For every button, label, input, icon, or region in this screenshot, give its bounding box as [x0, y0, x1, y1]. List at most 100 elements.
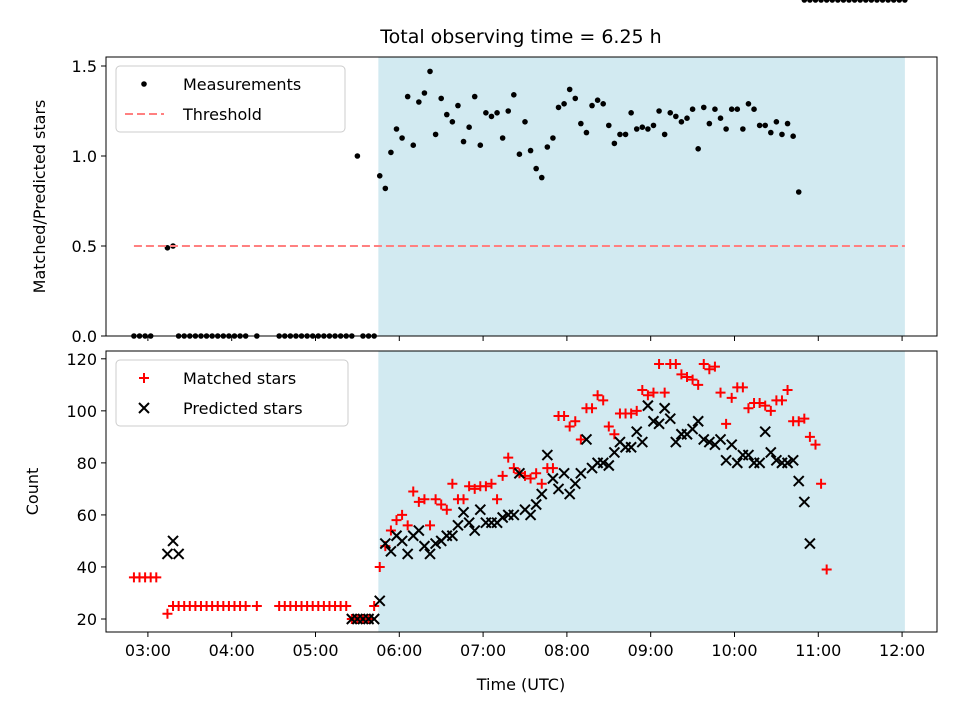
measurement-point [600, 101, 607, 107]
measurement-point [712, 106, 718, 112]
predicted-point [452, 519, 464, 532]
matched-point [659, 387, 670, 398]
predicted-point [625, 441, 637, 453]
measurement-point [723, 126, 729, 132]
measurement-point [622, 131, 629, 138]
predicted-point [536, 488, 548, 500]
measurement-point [673, 113, 679, 120]
x-tick-label: 12:00 [879, 641, 925, 660]
predicted-point [597, 457, 609, 469]
predicted-point [642, 399, 654, 412]
matched-point [687, 374, 698, 385]
predicted-point [636, 436, 649, 448]
predicted-point [172, 548, 185, 560]
predicted-point [670, 436, 682, 448]
measurement-point [449, 119, 456, 125]
predicted-point [418, 540, 431, 552]
measurement-point [650, 122, 657, 129]
measurement-point [801, 0, 808, 3]
matched-point [603, 421, 614, 432]
matched-point [486, 478, 497, 489]
measurement-point [868, 0, 875, 3]
measurement-point [784, 120, 791, 127]
matched-point [754, 398, 765, 409]
predicted-point [725, 438, 738, 451]
legend [115, 359, 349, 427]
measurement-point [416, 99, 422, 105]
predicted-point [781, 457, 794, 469]
predicted-point [524, 509, 537, 521]
measurement-point [589, 102, 595, 109]
predicted-point [552, 483, 565, 495]
matched-point [693, 379, 704, 390]
predicted-point [765, 446, 777, 459]
measurement-point [695, 146, 701, 152]
measurement-point [700, 104, 707, 111]
matched-point [492, 494, 503, 505]
predicted-point [703, 436, 716, 448]
predicted-point [798, 496, 811, 508]
matched-point [765, 405, 776, 416]
matched-point [436, 499, 447, 510]
measurement-point [851, 0, 858, 3]
measurement-point [410, 142, 417, 148]
y-tick-label: 80 [77, 454, 97, 473]
y-tick-label: 0.5 [72, 237, 97, 256]
matched-point [721, 418, 732, 429]
measurement-point [421, 90, 428, 96]
measurement-point [455, 102, 461, 109]
predicted-point [401, 548, 414, 560]
panel-top-ratio: 0.0 0.5 1.0 1.5 Matched/Predicted stars Measu… [30, 0, 938, 346]
measurement-point [164, 245, 171, 251]
predicted-point [603, 459, 615, 472]
measurement-point [885, 0, 891, 3]
matched-point [642, 390, 653, 401]
matched-point [402, 520, 413, 531]
predicted-point [653, 418, 665, 430]
measurement-point [879, 0, 886, 3]
y-tick-label: 1.0 [72, 147, 97, 166]
measurement-point [762, 122, 769, 129]
predicted-point [385, 545, 397, 558]
y-axis-label: Count [23, 468, 42, 516]
measurement-point [633, 126, 640, 132]
legend-label: Measurements [183, 75, 301, 94]
measurement-point [807, 0, 813, 3]
legend-label: Predicted stars [183, 399, 303, 418]
predicted-point [686, 423, 699, 435]
predicted-point [664, 412, 676, 425]
matched-point [525, 473, 536, 484]
matched-point [570, 416, 581, 427]
predicted-point [167, 535, 179, 547]
matched-point [508, 463, 519, 474]
matched-point [760, 400, 771, 411]
predicted-point [463, 517, 475, 529]
y-tick-label: 100 [66, 402, 97, 421]
predicted-point [374, 595, 386, 607]
measurement-point [583, 129, 590, 136]
matched-point [654, 359, 665, 370]
y-axis-label: Matched/Predicted stars [30, 100, 49, 294]
measurement-point [745, 101, 752, 107]
x-tick-label: 08:00 [544, 641, 590, 660]
measurement-point [466, 124, 472, 130]
matched-point [503, 452, 514, 463]
measurement-point [443, 111, 450, 118]
measurement-point [471, 93, 478, 100]
measurement-point [572, 95, 579, 102]
matched-point [497, 470, 508, 481]
measurement-point [617, 131, 623, 138]
axes-frame [105, 350, 938, 633]
matched-point [251, 600, 262, 611]
measurement-point [656, 108, 662, 114]
predicted-point [631, 425, 643, 438]
observing-interval-shade [378, 351, 905, 632]
measurement-point [477, 142, 484, 148]
matched-point [430, 494, 441, 505]
matched-point [240, 600, 251, 611]
matched-point [782, 385, 793, 396]
predicted-point [474, 504, 487, 516]
predicted-point [575, 467, 587, 479]
axes-frame [105, 56, 938, 337]
matched-point [162, 608, 173, 619]
